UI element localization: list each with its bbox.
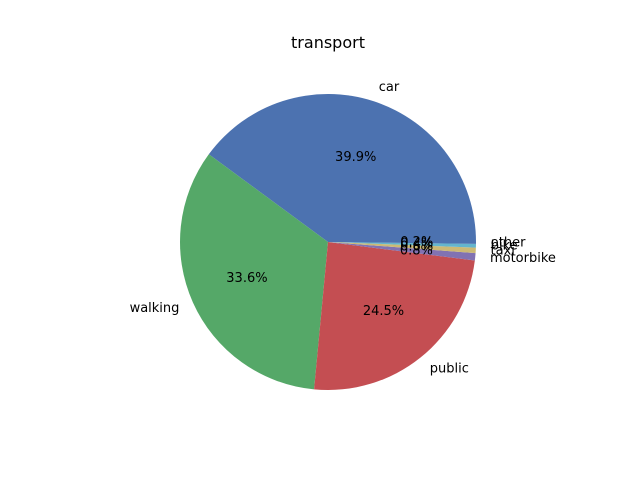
pct-label-bike: 0.4% <box>400 237 433 252</box>
pie-labels: car 39.9% walking 33.6% public 24.5% motorbike… <box>130 80 556 377</box>
slice-label-car: car <box>379 80 400 95</box>
pie-slice-motorbike <box>328 242 476 261</box>
pie-slice-public <box>314 242 475 390</box>
slice-label-public: public <box>430 362 469 377</box>
slice-label-taxi: taxi <box>491 244 515 259</box>
pct-label-public: 24.5% <box>363 304 404 319</box>
pct-label-car: 39.9% <box>335 150 376 165</box>
pct-label-taxi: 0.6% <box>400 240 433 255</box>
slice-label-bike: bike <box>491 239 518 254</box>
pie-slice-taxi <box>328 242 476 254</box>
pct-label-walking: 33.6% <box>226 271 267 286</box>
pie-slice-bike <box>328 242 476 248</box>
pie-slice-walking <box>179 154 328 390</box>
slice-label-other: other <box>491 236 526 251</box>
pie-slice-other <box>328 242 476 244</box>
slice-label-walking: walking <box>130 301 180 316</box>
slice-label-motorbike: motorbike <box>490 251 556 266</box>
chart-title: transport <box>291 33 365 52</box>
pie-slices <box>179 93 476 390</box>
pct-label-motorbike: 0.8% <box>400 243 433 258</box>
pct-label-other: 0.2% <box>400 235 433 250</box>
pie-slice-car <box>208 93 476 242</box>
